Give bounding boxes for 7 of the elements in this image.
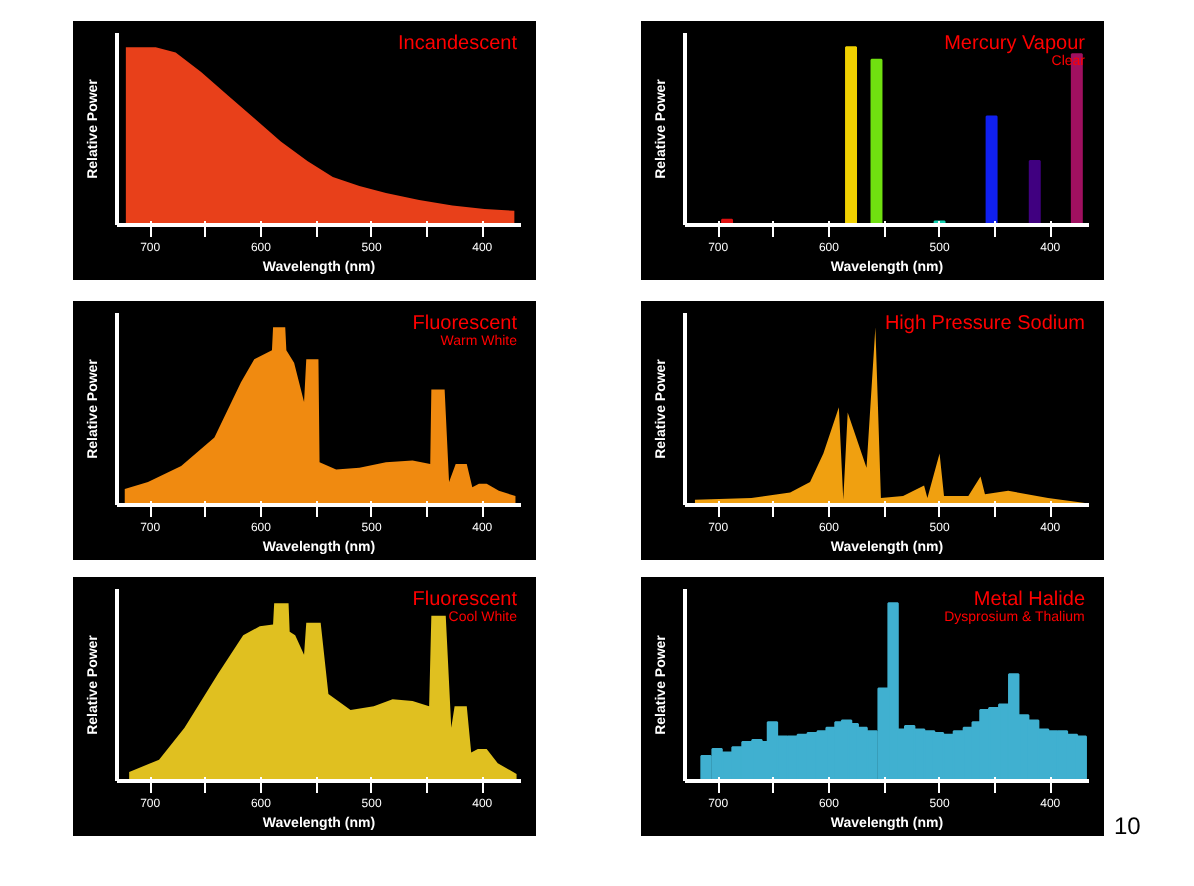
- chart-title: High Pressure Sodium: [884, 313, 1086, 335]
- chart-title: Fluorescent: [412, 589, 518, 611]
- chart-title: Metal Halide: [973, 589, 1086, 611]
- text: 10: [1114, 810, 1141, 844]
- chart-title: Fluorescent: [412, 313, 518, 335]
- chart-title: Incandescent: [398, 33, 518, 55]
- chart-title: Mercury Vapour: [944, 33, 1087, 55]
